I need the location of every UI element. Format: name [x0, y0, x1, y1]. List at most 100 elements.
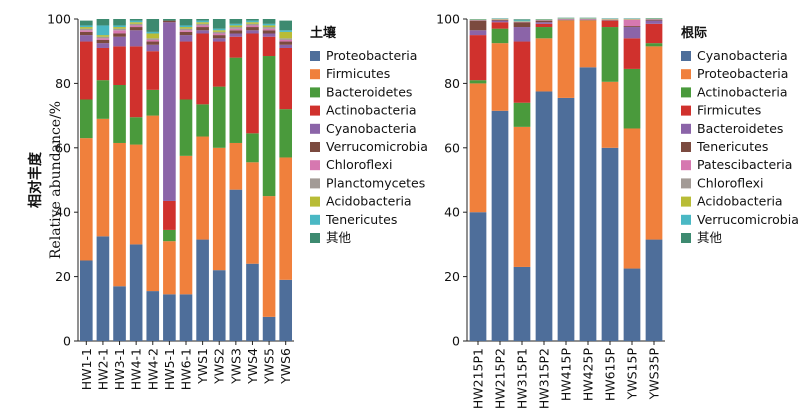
bar-segment	[535, 38, 553, 92]
bar-segment	[79, 138, 93, 261]
legend-item: 其他	[310, 230, 352, 245]
y-tick-label: 20	[444, 269, 460, 284]
bar-segment	[163, 200, 176, 230]
bar-segment	[469, 212, 487, 341]
bar-segment	[229, 142, 243, 190]
bar-segment	[246, 133, 259, 163]
x-tick-label: YWS35P	[647, 348, 662, 401]
bar-segment	[513, 102, 531, 127]
bar-segment	[146, 38, 160, 40]
legend-swatch	[681, 160, 691, 171]
bar-segment	[79, 260, 93, 341]
x-tick-label: YWS4	[245, 348, 260, 385]
bar-segment	[279, 31, 293, 39]
bar-segment	[491, 110, 509, 342]
bar-segment	[212, 86, 226, 148]
legend-swatch	[310, 196, 320, 207]
bar-segment	[469, 35, 487, 81]
legend-item: Tenericutes	[681, 139, 768, 154]
legend-swatch	[310, 123, 320, 134]
legend-label: Firmicutes	[697, 103, 761, 118]
bar-segment	[535, 22, 553, 24]
x-tick-label: HW6-1	[179, 348, 194, 390]
legend-swatch	[310, 233, 320, 243]
bar-segment	[579, 67, 597, 342]
bar-segment	[196, 25, 209, 28]
bar-segment	[113, 19, 126, 26]
bar-segment	[491, 22, 509, 29]
legend-swatch	[681, 196, 691, 207]
bar-segment	[513, 266, 531, 341]
bar-segment	[229, 36, 243, 58]
bar-segment	[129, 25, 143, 28]
y-axis-title-cn: 相对丰度	[27, 151, 44, 208]
legend-item: Cyanobacteria	[310, 121, 417, 136]
legend-label: Tenericutes	[325, 212, 397, 227]
bar-segment	[262, 23, 276, 26]
bar-segment	[96, 118, 110, 237]
legend-label: Planctomycetes	[326, 175, 425, 190]
bar-segment	[279, 47, 293, 110]
bar-segment	[469, 80, 487, 84]
x-tick-label: HW615P	[603, 348, 618, 402]
legend-swatch	[310, 142, 320, 152]
bar-segment	[96, 39, 110, 44]
y-tick-label: 40	[444, 205, 460, 220]
bar-segment	[535, 23, 553, 28]
bar-segment	[246, 25, 259, 28]
bar-segment	[262, 28, 276, 31]
bar-segment	[279, 38, 293, 40]
bar-segment	[623, 26, 641, 28]
bar-segment	[96, 236, 110, 341]
legend-swatch	[310, 105, 320, 116]
legend: 根际 Cyanobacteria Proteobacteria Actinobacte…	[681, 25, 799, 245]
x-tick-label: HW4-2	[145, 348, 160, 390]
bar-segment	[163, 22, 176, 201]
bar-segment	[129, 19, 143, 21]
y-tick-label: 20	[55, 269, 71, 284]
x-tick-label: YWS6	[278, 348, 293, 385]
legend-swatch	[310, 87, 320, 98]
bar-segment	[557, 97, 575, 341]
bar-segment	[229, 27, 243, 29]
bar-segment	[163, 20, 176, 23]
legend-swatch	[310, 69, 320, 80]
legend-item: Firmicutes	[681, 103, 761, 118]
legend-label: Bacteroidetes	[697, 121, 783, 136]
bar-segment	[129, 20, 143, 23]
legend-label: Proteobacteria	[326, 48, 417, 63]
bar-segment	[113, 36, 126, 47]
bar-segment	[129, 22, 143, 24]
legend-swatch	[681, 178, 691, 189]
bar-segment	[491, 28, 509, 44]
legend-label: Acidobacteria	[697, 194, 783, 209]
bar-segment	[196, 33, 209, 105]
bar-segment	[113, 46, 126, 86]
bar-segment	[179, 25, 193, 28]
legend-item: Planctomycetes	[310, 175, 425, 190]
bar-segment	[96, 80, 110, 119]
y-axis-title: 相对丰度 Relative abundance/%	[27, 101, 64, 259]
bar-segment	[212, 33, 226, 36]
bar-segment	[262, 30, 276, 34]
bar-segment	[279, 44, 293, 48]
legend-title: 根际	[681, 25, 707, 41]
legend-swatch	[681, 233, 691, 243]
bar-segment	[212, 30, 226, 32]
bar-segment	[96, 47, 110, 81]
bar-segment	[146, 39, 160, 42]
bar-segment	[513, 27, 531, 42]
bar-segment	[196, 239, 209, 341]
y-tick-label: 60	[444, 140, 460, 155]
bar-segment	[469, 83, 487, 213]
bar-segment	[196, 27, 209, 31]
bar-segment	[179, 99, 193, 156]
bar-segment	[262, 27, 276, 29]
legend-item: Bacteroidetes	[310, 84, 412, 99]
legend-label: Acidobacteria	[326, 194, 412, 209]
y-axis-title-en: Relative abundance/%	[48, 101, 64, 259]
soil-chart: 0 20 40 60 80 100 HW1-1 HW2-1 HW3-1 HW4-1 HW4-2 HW5…	[47, 12, 428, 391]
legend-swatch	[681, 51, 691, 61]
bar-segment	[146, 31, 160, 34]
